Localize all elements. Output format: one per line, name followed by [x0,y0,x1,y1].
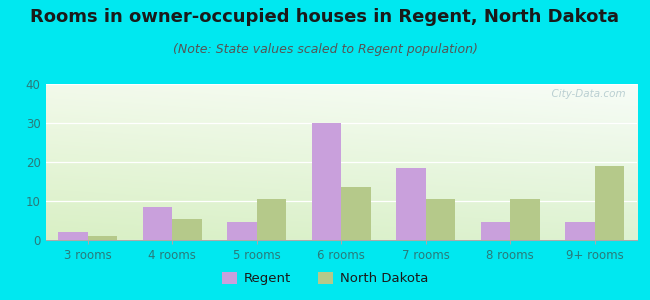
Legend: Regent, North Dakota: Regent, North Dakota [216,266,434,290]
Text: City-Data.com: City-Data.com [545,89,625,99]
Text: (Note: State values scaled to Regent population): (Note: State values scaled to Regent pop… [172,44,478,56]
Bar [88,236,117,240]
Bar [396,168,426,240]
Bar [481,223,510,240]
Bar [565,223,595,240]
Bar [227,223,257,240]
Bar [341,187,370,240]
Bar [58,232,88,240]
Bar [312,123,341,240]
Text: Rooms in owner-occupied houses in Regent, North Dakota: Rooms in owner-occupied houses in Regent… [31,8,619,26]
Bar [510,199,540,240]
Bar [172,218,202,240]
Bar [142,207,172,240]
Bar [595,166,624,240]
Bar [426,199,455,240]
Bar [257,199,286,240]
